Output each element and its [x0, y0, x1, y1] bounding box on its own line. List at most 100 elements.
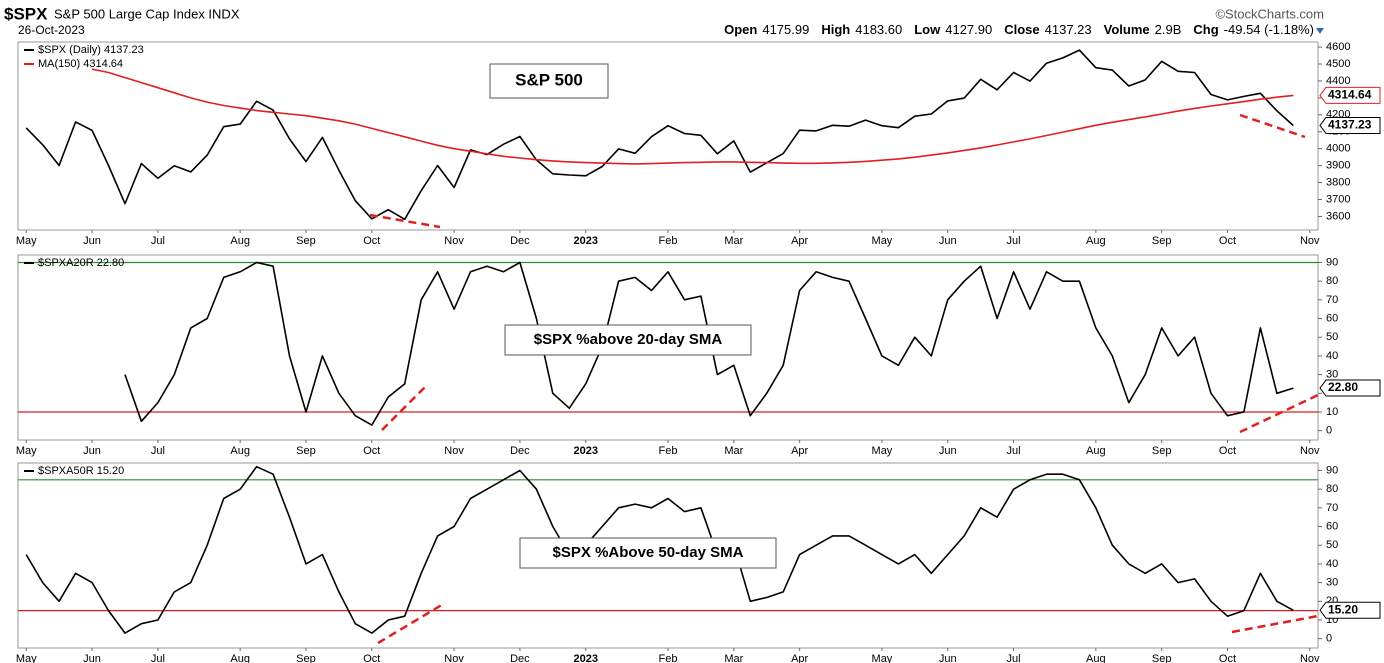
trendlines	[369, 113, 1319, 645]
y-tick-label: 10	[1326, 406, 1338, 418]
x-tick-label: Nov	[444, 445, 464, 457]
x-tick-label: 2023	[573, 653, 597, 663]
y-tick-label: 60	[1326, 312, 1338, 324]
value-tag	[1319, 86, 1381, 104]
y-tick-label: 3700	[1326, 193, 1350, 205]
x-tick-label: Oct	[1219, 235, 1236, 247]
quote-value: 4137.23	[1045, 22, 1092, 37]
x-tick-label: Aug	[230, 445, 250, 457]
trendline	[1239, 113, 1306, 139]
y-tick-label: 4500	[1326, 58, 1350, 70]
symbol: $SPX	[4, 4, 48, 23]
y-tick-label: 0	[1326, 633, 1332, 645]
x-tick-label: Feb	[659, 445, 678, 457]
plot-area	[17, 41, 1319, 231]
x-tick-label: May	[872, 445, 893, 457]
quote-value: 4175.99	[762, 22, 809, 37]
series-line	[25, 49, 1294, 221]
annotation-box	[504, 324, 752, 356]
value-tag	[1319, 379, 1381, 397]
x-tick-label: Feb	[659, 235, 678, 247]
y-tick-label: 4400	[1326, 75, 1350, 87]
y-tick-label: 70	[1326, 294, 1338, 306]
x-tick-label: Aug	[1086, 445, 1106, 457]
x-tick-label: May	[16, 445, 37, 457]
menu-arrow	[1316, 28, 1324, 34]
quote-label: Volume	[1104, 22, 1150, 37]
y-tick-label: 90	[1326, 464, 1338, 476]
x-tick-label: Sep	[1152, 235, 1172, 247]
x-tick-label: 2023	[573, 445, 597, 457]
series-line	[25, 465, 1294, 634]
date: 26-Oct-2023	[18, 23, 85, 37]
value-tag-label: 4314.64	[1328, 88, 1372, 102]
x-tick-label: Oct	[363, 445, 380, 457]
x-tick-label: Nov	[1300, 235, 1320, 247]
x-tick-label: Apr	[791, 235, 808, 247]
annotation: $SPX %above 20-day SMA	[534, 331, 723, 348]
x-tick-label: Apr	[791, 653, 808, 663]
y-tick-label: 90	[1326, 256, 1338, 268]
y-tick-label: 30	[1326, 577, 1338, 589]
quote: Open 4175.99 High 4183.60 Low 4127.90 Close 413…	[724, 22, 1314, 37]
legend-label: $SPX (Daily) 4137.23	[38, 44, 144, 56]
x-tick-label: Mar	[724, 653, 743, 663]
x-tick-label: Aug	[230, 235, 250, 247]
x-tick-label: Aug	[1086, 235, 1106, 247]
value-tag-label: 4137.23	[1328, 118, 1372, 132]
x-tick-label: Jun	[83, 445, 101, 457]
quote-label: Chg	[1193, 22, 1218, 37]
x-tick-label: Jul	[1007, 653, 1021, 663]
index-name: S&P 500 Large Cap Index INDX	[54, 6, 240, 21]
x-tick-label: Dec	[510, 445, 530, 457]
x-tick-label: May	[872, 653, 893, 663]
x-tick-label: Apr	[791, 445, 808, 457]
x-tick-label: Dec	[510, 653, 530, 663]
quote-label: Close	[1004, 22, 1039, 37]
x-tick-label: Jun	[939, 445, 957, 457]
y-tick-label: 3900	[1326, 160, 1350, 172]
x-tick-label: Mar	[724, 235, 743, 247]
x-tick-label: Sep	[296, 445, 316, 457]
x-tick-label: Sep	[296, 653, 316, 663]
legend-label: MA(150) 4314.64	[38, 58, 123, 70]
x-tick-label: Jun	[83, 235, 101, 247]
x-tick-label: Jul	[1007, 235, 1021, 247]
x-tick-label: Feb	[659, 653, 678, 663]
x-tick-label: Nov	[1300, 653, 1320, 663]
quote-label: High	[821, 22, 850, 37]
x-tick-label: Aug	[1086, 653, 1106, 663]
y-tick-label: 40	[1326, 350, 1338, 362]
y-tick-label: 3800	[1326, 176, 1350, 188]
y-tick-label: 80	[1326, 275, 1338, 287]
x-tick-label: Jul	[151, 653, 165, 663]
series-line	[91, 68, 1294, 165]
y-tick-label: 50	[1326, 539, 1338, 551]
y-tick-label: 70	[1326, 502, 1338, 514]
legend-label: $SPXA50R 15.20	[38, 465, 124, 477]
value-tag	[1319, 601, 1381, 619]
y-tick-label: 4000	[1326, 143, 1350, 155]
x-tick-label: Jul	[151, 445, 165, 457]
y-tick-label: 30	[1326, 369, 1338, 381]
quote-value: 2.9B	[1155, 22, 1182, 37]
annotation-box	[519, 537, 777, 569]
y-tick-label: 50	[1326, 331, 1338, 343]
trendline	[369, 213, 441, 229]
quote-label: Open	[724, 22, 757, 37]
annotation: $SPX %Above 50-day SMA	[553, 544, 744, 561]
y-tick-label: 3600	[1326, 210, 1350, 222]
y-tick-label: 40	[1326, 558, 1338, 570]
x-tick-label: 2023	[573, 235, 597, 247]
legend-label: $SPXA20R 22.80	[38, 257, 124, 269]
annotation-box	[489, 63, 609, 99]
x-tick-label: Oct	[363, 235, 380, 247]
y-tick-label: 4600	[1326, 41, 1350, 53]
trendline	[381, 384, 428, 431]
x-tick-label: May	[16, 653, 37, 663]
x-tick-label: Jul	[151, 235, 165, 247]
x-tick-label: Sep	[1152, 653, 1172, 663]
quote-label: Low	[914, 22, 941, 37]
x-tick-label: Oct	[363, 653, 380, 663]
